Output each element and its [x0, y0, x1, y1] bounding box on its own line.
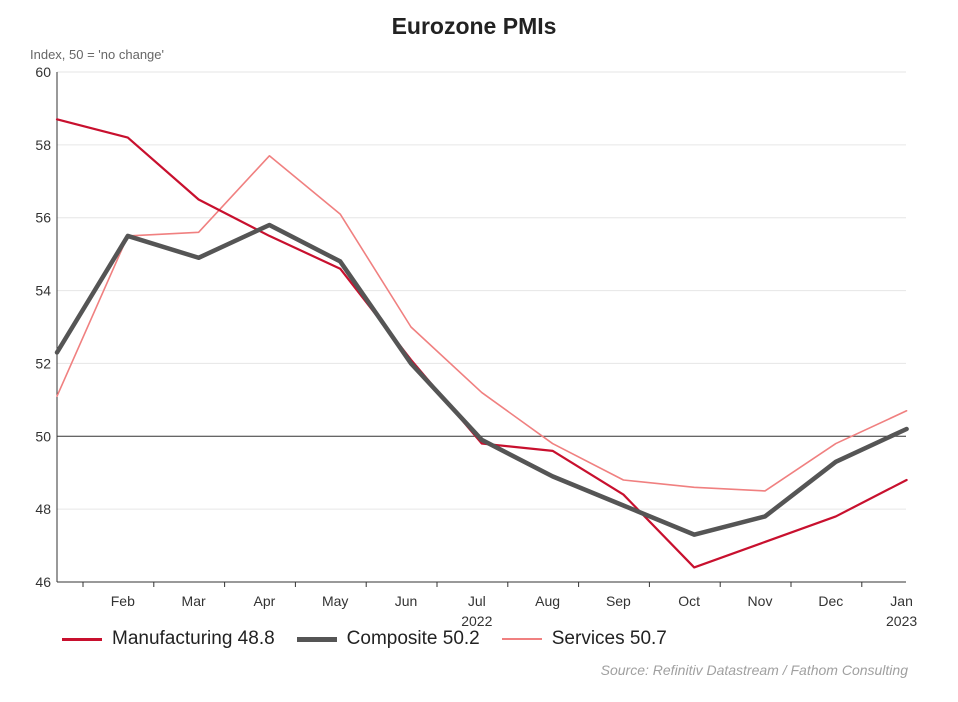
legend-label-manufacturing: Manufacturing 48.8: [112, 628, 275, 650]
x-tick-label: Jan: [890, 593, 913, 609]
legend: Manufacturing 48.8 Composite 50.2 Servic…: [62, 628, 689, 650]
legend-item-composite: Composite 50.2: [297, 628, 480, 650]
x-tick-label: Aug: [535, 593, 560, 609]
y-tick-label: 56: [35, 210, 51, 226]
legend-item-services: Services 50.7: [502, 628, 667, 650]
source-note: Source: Refinitiv Datastream / Fathom Co…: [601, 662, 908, 678]
series-lines: [57, 119, 907, 567]
y-tick-label: 52: [35, 355, 51, 371]
legend-label-services: Services 50.7: [552, 628, 667, 650]
x-tick-label: Dec: [818, 593, 843, 609]
x-tick-label: Oct: [678, 593, 700, 609]
y-tick-label: 46: [35, 574, 51, 590]
legend-label-composite: Composite 50.2: [347, 628, 480, 650]
legend-swatch-services: [502, 638, 542, 640]
x-tick-label: Sep: [606, 593, 631, 609]
x-tick-label: Nov: [748, 593, 773, 609]
x-tick-label: Apr: [254, 593, 276, 609]
series-line-manufacturing: [57, 119, 907, 567]
x-tick-label: Feb: [111, 593, 135, 609]
y-axis-label: Index, 50 = 'no change': [30, 47, 164, 62]
chart-title: Eurozone PMIs: [392, 13, 557, 39]
x-tick-year-label: 2022: [461, 613, 492, 629]
legend-swatch-composite: [297, 637, 337, 642]
y-tick-label: 48: [35, 501, 51, 517]
y-tick-label: 60: [35, 64, 51, 80]
legend-swatch-manufacturing: [62, 638, 102, 641]
x-tick-label: Jul: [468, 593, 486, 609]
x-tick-label: Jun: [395, 593, 418, 609]
axes: 46 48 50 52 54 56 58 60 Feb Mar Apr May Jun Jul 2022 Au…: [35, 64, 917, 629]
y-tick-label: 58: [35, 137, 51, 153]
y-tick-label: 54: [35, 283, 51, 299]
legend-item-manufacturing: Manufacturing 48.8: [62, 628, 275, 650]
x-tick-year-label: 2023: [886, 613, 917, 629]
x-tick-label: May: [322, 593, 348, 609]
y-tick-label: 50: [35, 428, 51, 444]
series-line-composite: [57, 225, 907, 535]
x-tick-label: Mar: [182, 593, 206, 609]
